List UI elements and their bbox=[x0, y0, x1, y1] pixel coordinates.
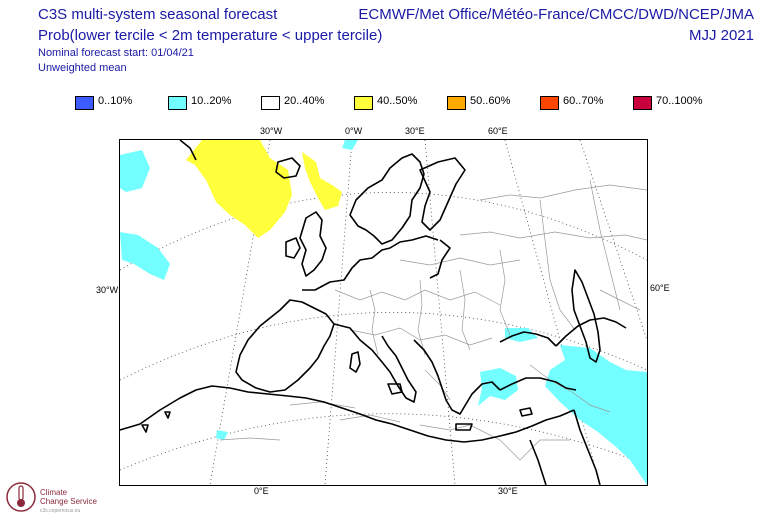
legend-label-6: 70..100% bbox=[656, 95, 703, 107]
thermometer-logo-icon bbox=[6, 482, 36, 512]
weighting-label: Unweighted mean bbox=[38, 62, 127, 74]
map-subtitle: Prob(lower tercile < 2m temperature < up… bbox=[38, 27, 383, 44]
legend-label-5: 60..70% bbox=[563, 95, 604, 107]
legend-swatch-2 bbox=[261, 96, 280, 110]
lon-tick-top-3: 60°E bbox=[488, 126, 508, 136]
map-title: C3S multi-system seasonal forecast bbox=[38, 6, 278, 23]
legend-label-0: 0..10% bbox=[98, 95, 133, 107]
logo-line-2: Change Service bbox=[40, 497, 97, 506]
legend-label-1: 10..20% bbox=[191, 95, 232, 107]
legend-swatch-4 bbox=[447, 96, 466, 110]
logo-line-1: Climate bbox=[40, 488, 68, 497]
lon-tick-bottom-1: 30°E bbox=[498, 486, 518, 496]
legend-swatch-0 bbox=[75, 96, 94, 110]
lon-tick-bottom-0: 0°E bbox=[254, 486, 269, 496]
lon-tick-top-0: 30°W bbox=[260, 126, 283, 136]
map-panel bbox=[119, 139, 648, 486]
europe-map bbox=[120, 140, 647, 485]
lat-tick-left: 30°W bbox=[96, 285, 119, 295]
prob-10-20-region bbox=[120, 140, 647, 485]
season-label: MJJ 2021 bbox=[688, 27, 754, 44]
legend-label-3: 40..50% bbox=[377, 95, 418, 107]
copernicus-logo: Climate Change Service c3s.copernicus.eu bbox=[4, 478, 114, 518]
legend-swatch-6 bbox=[633, 96, 652, 110]
lon-tick-top-1: 0°W bbox=[345, 126, 363, 136]
logo-line-3: c3s.copernicus.eu bbox=[40, 508, 81, 514]
providers-label: ECMWF/Met Office/Météo-France/CMCC/DWD/N… bbox=[358, 6, 754, 23]
legend-label-2: 20..40% bbox=[284, 95, 325, 107]
prob-40-50-region bbox=[186, 140, 342, 238]
legend-label-4: 50..60% bbox=[470, 95, 511, 107]
lon-tick-top-2: 30°E bbox=[405, 126, 425, 136]
legend-swatch-1 bbox=[168, 96, 187, 110]
country-borders bbox=[219, 179, 647, 461]
forecast-start: Nominal forecast start: 01/04/21 bbox=[38, 47, 194, 59]
coastlines bbox=[120, 140, 627, 485]
lat-tick-right: 60°E bbox=[650, 283, 670, 293]
legend-swatch-3 bbox=[354, 96, 373, 110]
graticule bbox=[120, 140, 647, 485]
legend-swatch-5 bbox=[540, 96, 559, 110]
